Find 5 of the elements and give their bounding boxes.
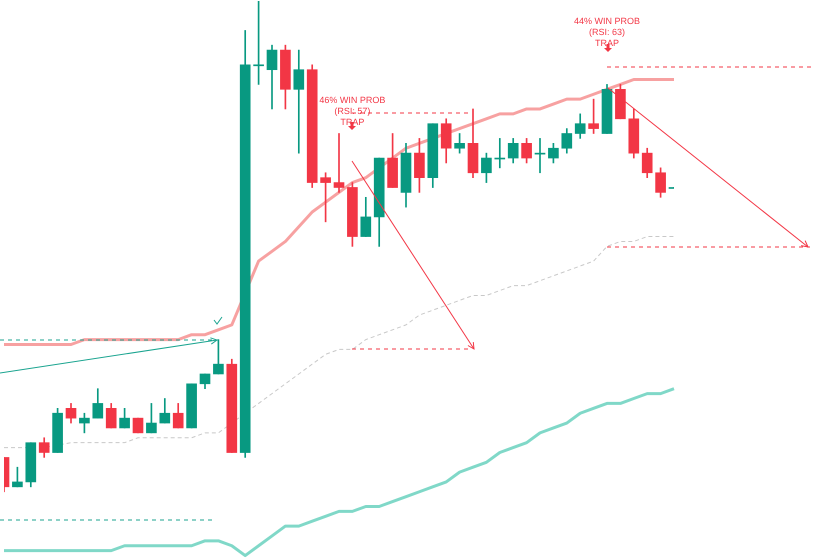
candlestick <box>186 383 197 428</box>
candlestick <box>132 418 144 434</box>
annotation: 44% WIN PROB (RSI: 63) TRAP <box>574 16 640 48</box>
candlestick <box>334 133 344 193</box>
candlestick <box>494 138 506 168</box>
